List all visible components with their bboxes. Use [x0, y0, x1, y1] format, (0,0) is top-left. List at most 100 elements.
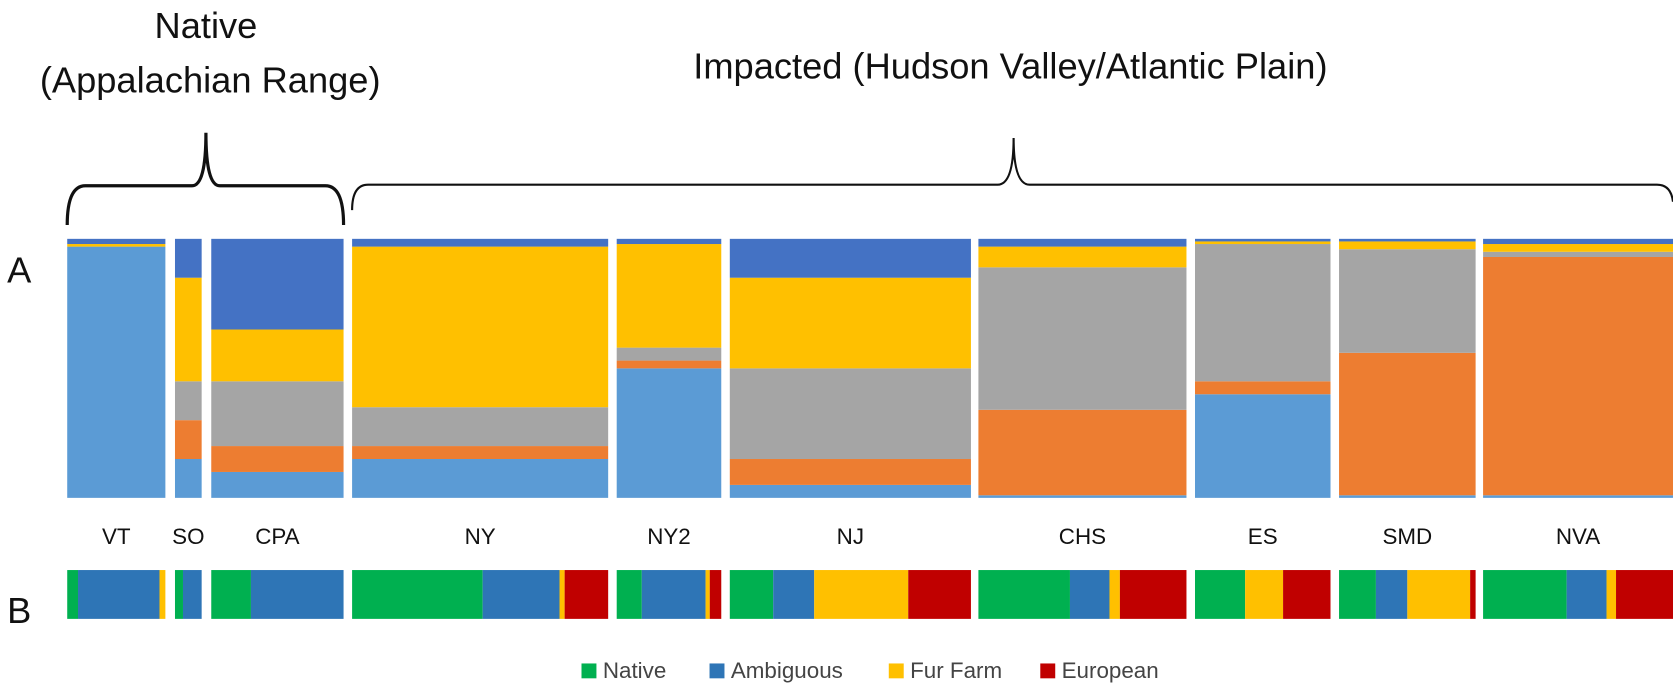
ancestry-segment: [729, 459, 971, 485]
haplotype-segment: [1470, 570, 1476, 619]
population-label: SO: [172, 524, 204, 549]
ancestry-segment: [352, 446, 609, 460]
haplotype-segment: [705, 570, 710, 619]
legend-swatch: [709, 663, 725, 679]
haplotype-segment: [1109, 570, 1120, 619]
legend-swatch: [1040, 663, 1056, 679]
haplotype-segment: [482, 570, 560, 619]
ancestry-segment: [729, 368, 971, 460]
ancestry-segment: [174, 420, 202, 460]
ancestry-segment: [1339, 249, 1476, 353]
ancestry-segment: [978, 238, 1187, 247]
ancestry-segment: [616, 360, 722, 369]
ancestry-segment: [67, 244, 166, 247]
ancestry-segment: [211, 471, 344, 498]
ancestry-segment: [729, 238, 971, 278]
ancestry-segment: [978, 409, 1187, 496]
ancestry-segment: [1195, 238, 1331, 242]
haplotype-segment: [352, 570, 483, 619]
haplotype-segment: [1375, 570, 1408, 619]
ancestry-segment: [211, 446, 344, 472]
population-label: CPA: [255, 524, 299, 549]
haplotype-segment: [250, 570, 344, 619]
ancestry-segment: [1339, 238, 1476, 242]
legend-label: Ambiguous: [731, 658, 843, 683]
haplotype-segment: [67, 570, 79, 619]
ancestry-segment: [174, 277, 202, 382]
haplotype-segment: [1339, 570, 1376, 619]
population-label: CHS: [1059, 524, 1106, 549]
haplotype-segment: [773, 570, 815, 619]
haplotype-segment: [1195, 570, 1246, 619]
population-label: NJ: [837, 524, 864, 549]
ancestry-segment: [978, 495, 1187, 498]
ancestry-segment: [1195, 381, 1331, 395]
legend-label: Fur Farm: [910, 658, 1002, 683]
panel-label: A: [7, 249, 32, 290]
panel-label: B: [7, 590, 31, 631]
population-label: ES: [1248, 524, 1278, 549]
ancestry-segment: [978, 246, 1187, 268]
population-label: NY2: [647, 524, 691, 549]
haplotype-segment: [174, 570, 183, 619]
ancestry-segment: [1339, 241, 1476, 250]
ancestry-segment: [67, 238, 166, 245]
haplotype-segment: [616, 570, 642, 619]
ancestry-segment: [352, 246, 609, 408]
population-label: NY: [465, 524, 496, 549]
population-label: SMD: [1382, 524, 1432, 549]
haplotype-segment: [211, 570, 251, 619]
ancestry-segment: [616, 244, 722, 348]
brace: [65, 132, 346, 226]
population-label: NVA: [1556, 524, 1600, 549]
legend-swatch: [581, 663, 597, 679]
haplotype-segment: [1606, 570, 1617, 619]
ancestry-segment: [1339, 495, 1476, 498]
ancestry-segment: [352, 459, 609, 498]
ancestry-segment: [352, 407, 609, 447]
ancestry-segment: [1483, 251, 1673, 257]
ancestry-segment: [211, 381, 344, 447]
haplotype-segment: [1283, 570, 1331, 619]
ancestry-segment: [1483, 256, 1673, 496]
ancestry-segment: [1483, 244, 1673, 252]
haplotype-segment: [1616, 570, 1673, 619]
haplotype-segment: [1245, 570, 1284, 619]
legend-label: Native: [603, 658, 666, 683]
haplotype-segment: [182, 570, 202, 619]
group-subtitle: (Appalachian Range): [40, 59, 381, 100]
haplotype-segment: [814, 570, 909, 619]
brace: [351, 137, 1673, 211]
haplotype-segment: [1483, 570, 1567, 619]
haplotype-segment: [641, 570, 706, 619]
haplotype-segment: [1069, 570, 1110, 619]
legend-label: European: [1062, 658, 1159, 683]
haplotype-segment: [1407, 570, 1471, 619]
haplotype-segment: [1566, 570, 1607, 619]
group-title: Impacted (Hudson Valley/Atlantic Plain): [693, 46, 1327, 87]
ancestry-segment: [174, 459, 202, 498]
haplotype-segment: [78, 570, 160, 619]
ancestry-segment: [174, 381, 202, 421]
haplotype-segment: [729, 570, 774, 619]
ancestry-segment: [1195, 241, 1331, 245]
population-label: VT: [102, 524, 131, 549]
ancestry-segment: [616, 368, 722, 498]
ancestry-segment: [1339, 352, 1476, 496]
haplotype-segment: [709, 570, 722, 619]
haplotype-segment: [1119, 570, 1187, 619]
ancestry-segment: [1483, 495, 1673, 498]
ancestry-segment: [1195, 394, 1331, 498]
ancestry-segment: [352, 238, 609, 247]
ancestry-segment: [729, 484, 971, 498]
haplotype-segment: [159, 570, 166, 619]
ancestry-segment: [211, 238, 344, 330]
haplotype-segment: [564, 570, 609, 619]
haplotype-segment: [978, 570, 1070, 619]
ancestry-segment: [616, 347, 722, 361]
ancestry-segment: [174, 238, 202, 278]
ancestry-segment: [211, 329, 344, 382]
legend-swatch: [888, 663, 904, 679]
